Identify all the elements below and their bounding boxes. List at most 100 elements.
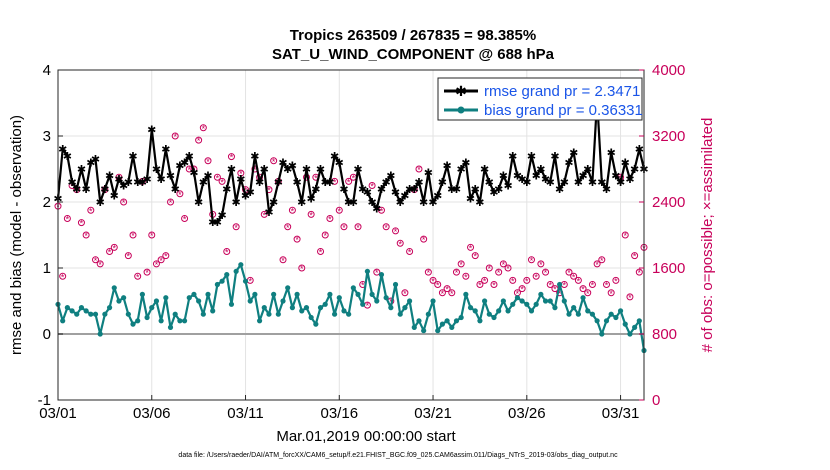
biasGroup-point: [383, 295, 389, 301]
biasGroup-point: [402, 305, 408, 311]
rmseGroup-point: ✱: [77, 164, 86, 176]
obs-assimilated-marker: *: [98, 260, 102, 270]
obs-assimilated-marker: *: [548, 281, 552, 291]
biasGroup-point: [60, 318, 66, 324]
x-tick-label: 03/06: [133, 405, 171, 422]
biasGroup-point: [449, 324, 455, 330]
biasGroup-point: [482, 298, 488, 304]
biasGroup-point: [346, 311, 352, 317]
x-tick-label: 03/01: [39, 405, 77, 422]
obs-assimilated-marker: *: [164, 252, 168, 262]
rmseGroup-point: ✱: [335, 157, 344, 169]
chart-subtitle: SAT_U_WIND_COMPONENT @ 688 hPa: [272, 46, 555, 63]
obs-assimilated-marker: *: [445, 285, 449, 295]
obs-assimilated-marker: *: [525, 276, 529, 286]
obs-possible-marker: [321, 231, 329, 239]
rmseGroup-point: ✱: [166, 171, 175, 183]
obs-possible-marker: [584, 289, 592, 297]
rmseGroup-point: ✱: [283, 164, 292, 176]
rmseGroup-point: ✱: [203, 171, 212, 183]
obs-assimilated-marker: *: [267, 186, 271, 196]
obs-assimilated-marker: *: [506, 264, 510, 274]
obs-assimilated-marker: *: [319, 248, 323, 258]
x-tick-label: 03/26: [508, 405, 546, 422]
obs-possible-marker: [635, 268, 643, 276]
biasGroup-point: [163, 295, 169, 301]
obs-possible-marker: [335, 206, 343, 214]
y-ticks-right: 0 800 1600 2400 3200 4000: [639, 62, 685, 409]
biasGroup-point: [547, 298, 553, 304]
biasGroup-point: [172, 311, 178, 317]
y-tick-label: 2: [43, 194, 51, 211]
bias-series: [55, 262, 647, 354]
y-right-tick-label: 0: [652, 392, 660, 409]
biasGroup-point: [477, 318, 483, 324]
chart-title: Tropics 263509 / 267835 = 98.385%: [290, 27, 536, 44]
obs-possible-marker: [434, 281, 442, 288]
rmseGroup-point: ✱: [363, 187, 372, 199]
biasGroup-point: [252, 291, 258, 297]
obs-possible-marker: [602, 281, 610, 288]
obs-assimilated-marker: *: [295, 235, 299, 245]
rmseGroup-point: ✱: [255, 177, 264, 189]
obs-possible-marker: [340, 223, 348, 231]
obs-assimilated-marker: *: [530, 256, 534, 266]
biasGroup-point: [299, 308, 305, 314]
biasGroup-point: [594, 318, 600, 324]
obs-assimilated-marker: *: [244, 186, 248, 196]
obs-possible-marker: [293, 235, 301, 243]
biasGroup-point: [116, 298, 122, 304]
biasGroup-point: [200, 311, 206, 317]
biasGroup-point: [453, 318, 460, 324]
biasGroup-point: [196, 298, 202, 304]
obs-possible-marker: [631, 252, 639, 260]
obs-assimilated-marker: *: [558, 289, 562, 299]
obs-possible-marker: [307, 210, 315, 218]
rmseGroup-point: ✱: [630, 164, 639, 176]
biasGroup-point: [571, 305, 577, 311]
obs-possible-marker: [424, 268, 432, 276]
legend-box: [437, 77, 643, 121]
rmseGroup-point: ✱: [583, 164, 592, 176]
obs-possible-marker: [593, 260, 601, 268]
biasGroup-point: [317, 305, 324, 311]
obs-assimilated-marker: *: [511, 276, 515, 286]
rmseGroup-point: ✱: [569, 148, 578, 160]
obs-assimilated-marker: *: [572, 272, 576, 282]
biasGroup-point: [407, 298, 413, 304]
rmseGroup-point: ✱: [325, 177, 334, 189]
obs-assimilated-marker: *: [234, 223, 238, 233]
obs-assimilated-marker: *: [403, 289, 407, 299]
obs-assimilated-marker: *: [197, 136, 201, 146]
obs-possible-marker: [443, 285, 451, 293]
obs-assimilated-marker: *: [417, 165, 421, 175]
legend-rmse-label: rmse grand pr = 2.3471: [484, 83, 640, 100]
obs-assimilated-marker: *: [66, 215, 70, 225]
obs-assimilated-marker: *: [459, 260, 463, 270]
obs-possible-marker: [148, 231, 156, 239]
x-axis-label: Mar.01,2019 00:00:00 start: [276, 428, 456, 445]
plot-frame: [57, 69, 645, 401]
biasGroup-point: [88, 311, 94, 317]
obs-possible-marker: [471, 252, 479, 260]
biasGroup-point: [575, 311, 581, 317]
rmseGroup-point: ✱: [339, 184, 348, 196]
obs-possible-marker: [570, 272, 578, 280]
rmseGroup-point: ✱: [250, 151, 259, 163]
obs-possible-marker: [579, 285, 587, 293]
obs-assimilated-marker: *: [169, 198, 173, 208]
obs-possible-marker: [218, 177, 226, 185]
obs-assimilated-marker: *: [253, 165, 257, 175]
biasGroup-point: [186, 295, 192, 301]
obs-assimilated-marker: *: [614, 276, 618, 286]
obs-possible-marker: [204, 157, 212, 165]
rmseGroup-point: ✱: [424, 167, 433, 179]
obs-assimilated-marker: *: [263, 210, 267, 220]
obs-assimilated-marker: *: [455, 268, 459, 278]
obs-assimilated-marker: *: [384, 223, 388, 233]
rmseGroup-point: ✱: [372, 204, 381, 216]
rmseGroup-point: ✱: [82, 184, 91, 196]
rmseGroup-point: ✱: [344, 197, 353, 209]
obs-possible-marker: [298, 264, 306, 272]
rmseGroup-point: ✱: [246, 187, 255, 199]
